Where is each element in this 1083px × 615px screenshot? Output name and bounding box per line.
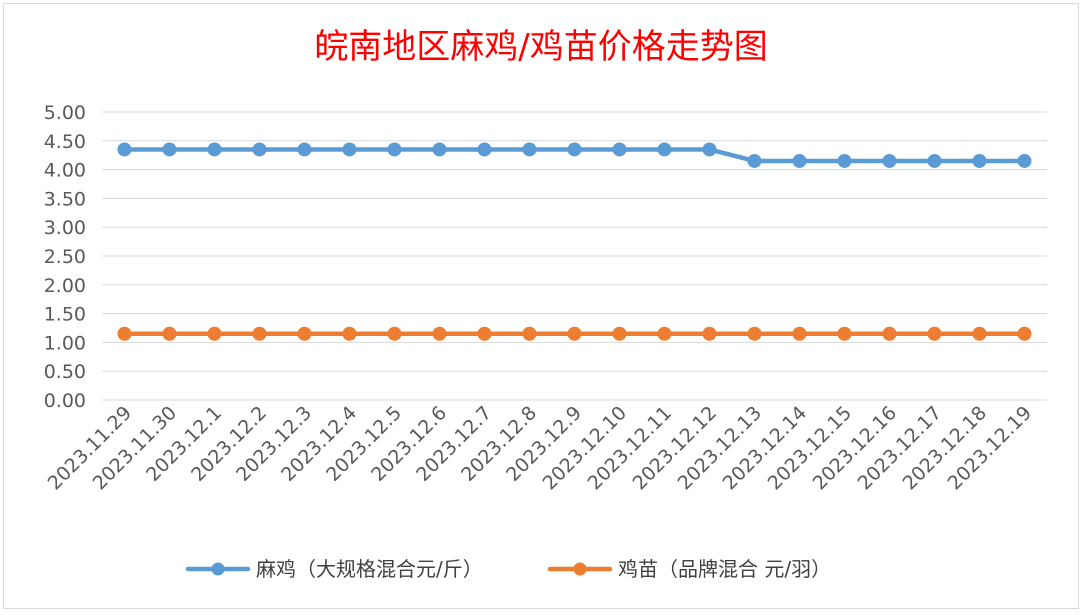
data-point (972, 153, 987, 168)
y-tick-label: 5.00 (44, 102, 86, 124)
data-point (387, 142, 402, 157)
data-point (432, 142, 447, 157)
data-point (117, 142, 132, 157)
gridlines (102, 111, 1047, 401)
y-tick-label: 0.00 (44, 390, 86, 412)
data-point (342, 142, 357, 157)
y-tick-label: 4.00 (44, 160, 86, 182)
y-tick-label: 4.50 (44, 131, 86, 153)
y-tick-label: 3.50 (44, 188, 86, 210)
data-point (882, 153, 897, 168)
data-point (252, 326, 267, 341)
y-tick-label: 0.50 (44, 361, 86, 383)
data-point (792, 326, 807, 341)
data-point (792, 153, 807, 168)
data-point (297, 326, 312, 341)
data-point (207, 142, 222, 157)
data-point (567, 326, 582, 341)
data-point (1017, 326, 1032, 341)
data-point (162, 142, 177, 157)
data-point (702, 142, 717, 157)
legend[interactable]: 麻鸡（大规格混合元/斤） 鸡苗（品牌混合 元/羽） (185, 557, 831, 581)
data-point (657, 142, 672, 157)
data-point (837, 326, 852, 341)
data-point (972, 326, 987, 341)
data-point (567, 142, 582, 157)
data-point (927, 326, 942, 341)
x-axis: 2023.11.292023.11.302023.12.12023.12.220… (44, 402, 1036, 494)
data-point (927, 153, 942, 168)
data-point (1017, 153, 1032, 168)
y-axis: 0.00 0.50 1.00 1.50 2.00 2.50 3.00 3.50 4.00 4.50… (44, 102, 86, 412)
data-point (747, 326, 762, 341)
data-point (747, 153, 762, 168)
data-point (657, 326, 672, 341)
data-point (117, 326, 132, 341)
y-tick-label: 3.00 (44, 217, 86, 239)
data-point (432, 326, 447, 341)
data-point (477, 326, 492, 341)
legend-label: 鸡苗（品牌混合 元/羽） (618, 557, 831, 581)
data-point (477, 142, 492, 157)
data-point (162, 326, 177, 341)
data-point (387, 326, 402, 341)
y-tick-label: 2.50 (44, 246, 86, 268)
data-point (612, 142, 627, 157)
chart-title: 皖南地区麻鸡/鸡苗价格走势图 (314, 27, 767, 67)
data-point (702, 326, 717, 341)
legend-marker (211, 562, 225, 576)
data-point (252, 142, 267, 157)
data-point (207, 326, 222, 341)
data-point (297, 142, 312, 157)
data-point (612, 326, 627, 341)
y-tick-label: 1.50 (44, 304, 86, 326)
data-point (342, 326, 357, 341)
data-point (522, 142, 537, 157)
legend-label: 麻鸡（大规格混合元/斤） (256, 557, 483, 581)
y-tick-label: 1.00 (44, 332, 86, 354)
y-tick-label: 2.00 (44, 275, 86, 297)
data-point (837, 153, 852, 168)
legend-marker (573, 562, 587, 576)
plot-series (117, 142, 1032, 341)
data-point (522, 326, 537, 341)
chart-area[interactable] (3, 3, 1079, 609)
data-point (882, 326, 897, 341)
